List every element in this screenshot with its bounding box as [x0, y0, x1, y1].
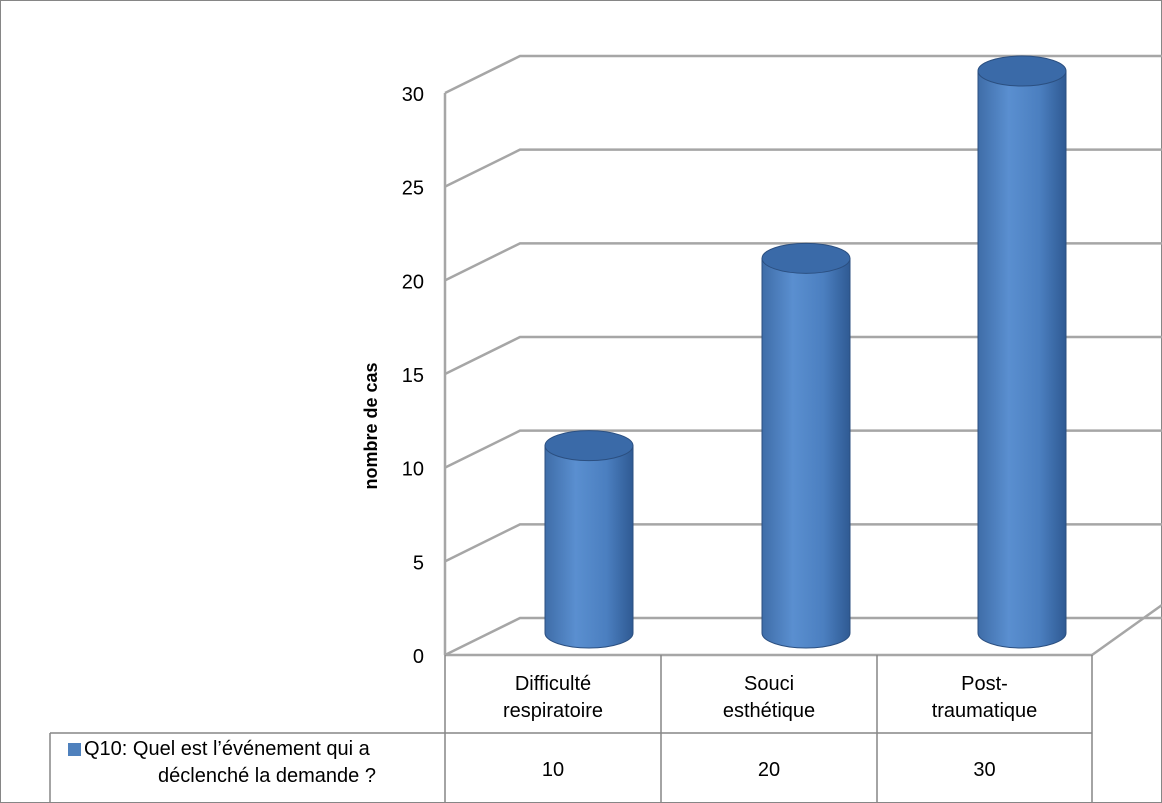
y-tick-label: 10 [402, 459, 424, 481]
grid-layer [444, 54, 1162, 657]
legend-swatch [68, 743, 81, 756]
bar-top [977, 55, 1067, 87]
bar [761, 242, 851, 649]
gridline [444, 54, 1162, 95]
bars-layer [544, 55, 1067, 649]
legend-series-name: Q10: Quel est l’événement qui a déclenché… [84, 738, 376, 787]
gridline [444, 148, 1162, 188]
y-tick-label: 15 [402, 365, 424, 387]
bar-top [544, 430, 634, 462]
y-axis-title: nombre de cas [361, 362, 381, 489]
gridline [444, 242, 1162, 282]
table-value: 30 [973, 759, 995, 781]
bar-top [761, 242, 851, 274]
bar-body [544, 445, 634, 649]
x-category-label: Post-traumatique [932, 673, 1038, 722]
y-tick-label: 30 [402, 84, 424, 106]
bar-body [977, 70, 1067, 649]
gridline [444, 523, 1162, 563]
y-tick-label: 20 [402, 271, 424, 293]
y-tick-label: 0 [413, 646, 424, 668]
bar [977, 55, 1067, 649]
bar [544, 430, 634, 649]
x-category-label: Souci esthétique [723, 673, 815, 722]
table-value: 10 [542, 759, 564, 781]
x-category-label: Difficulté respiratoire [503, 673, 603, 722]
gridline [444, 616, 1162, 657]
gridline [444, 429, 1162, 469]
bar-body [761, 257, 851, 649]
gridline [444, 335, 1162, 376]
floor-side-edge [1091, 603, 1162, 657]
y-tick-label: 25 [402, 178, 424, 200]
table-value: 20 [758, 759, 780, 781]
y-tick-label: 5 [413, 552, 424, 574]
data-table: Difficulté respiratoire Souci esthétique Pos… [49, 655, 1093, 803]
axis-layer: 0 5 10 15 20 25 30 [402, 84, 447, 668]
